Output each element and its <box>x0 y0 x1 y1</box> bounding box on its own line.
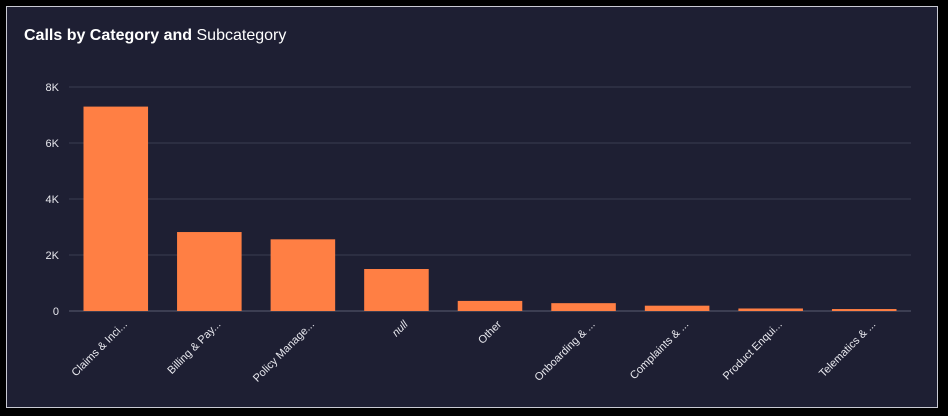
chart-title-normal: Subcategory <box>196 27 287 44</box>
bar[interactable] <box>177 232 242 311</box>
bar[interactable] <box>738 308 803 311</box>
y-tick-label: 0 <box>53 306 59 318</box>
x-tick-label: null <box>390 318 411 339</box>
x-axis-labels: Claims & Inci... Billing & Pay... Policy M… <box>70 318 879 384</box>
x-tick-label: Complaints & ... <box>628 319 691 382</box>
bar[interactable] <box>644 305 710 311</box>
x-tick-label: Product Enqui... <box>721 319 785 383</box>
y-axis-ticks: 0 2K 4K 6K 8K <box>46 82 60 318</box>
bar[interactable] <box>551 303 616 311</box>
x-tick-label: Onboarding & ... <box>533 319 598 384</box>
chart-panel: Calls by Category and Subcategory 0 2K 4K 6… <box>6 6 938 408</box>
y-tick-label: 4K <box>46 194 60 206</box>
y-tick-label: 8K <box>46 82 60 94</box>
x-tick-label: Billing & Pay... <box>165 319 223 377</box>
x-tick-label: Telematics & ... <box>817 319 878 380</box>
bar[interactable] <box>457 300 523 311</box>
y-tick-label: 6K <box>46 138 60 150</box>
bar[interactable] <box>270 239 336 311</box>
x-tick-label: Policy Manage... <box>251 319 317 385</box>
bar[interactable] <box>831 309 897 311</box>
bar[interactable] <box>83 106 149 311</box>
chart-title: Calls by Category and Subcategory <box>24 27 286 45</box>
x-tick-label: Other <box>476 318 504 346</box>
y-tick-label: 2K <box>46 250 60 262</box>
bars <box>83 106 897 311</box>
bar[interactable] <box>364 269 429 311</box>
chart-title-bold: Calls by Category and <box>24 27 193 44</box>
bar-chart: 0 2K 4K 6K 8K Claims & Inci... Billing & Pay.… <box>46 82 911 385</box>
x-tick-label: Claims & Inci... <box>70 319 130 379</box>
